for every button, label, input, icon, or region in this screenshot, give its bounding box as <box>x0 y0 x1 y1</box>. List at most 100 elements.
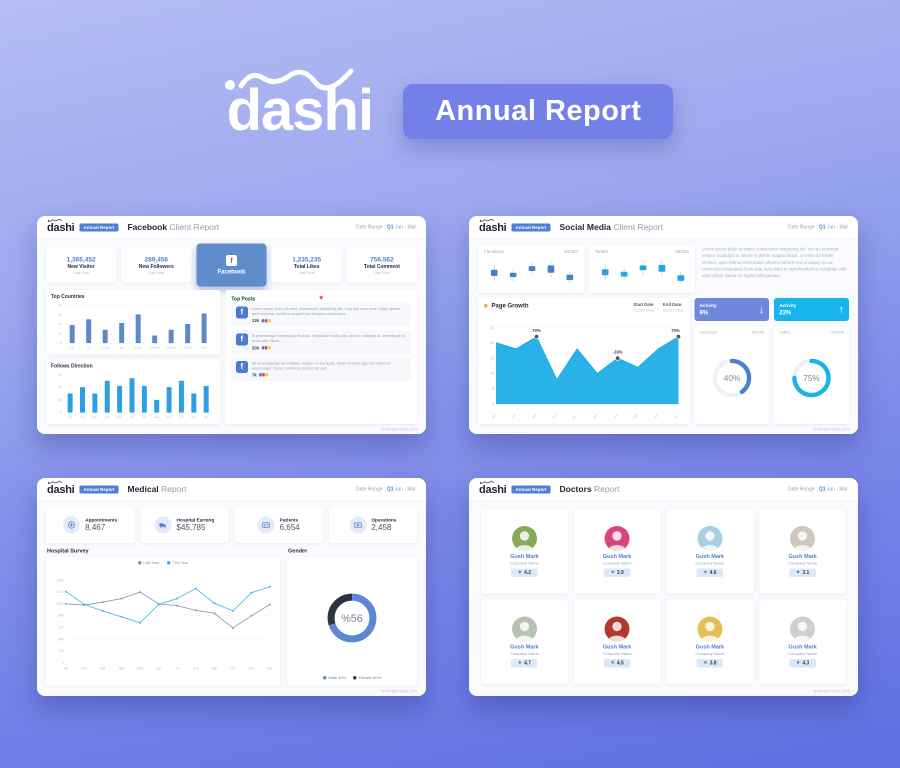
logo-squiggle-icon <box>479 480 494 484</box>
logo-text: dashi <box>226 78 374 143</box>
date-range-control[interactable]: Date Range : Q1 Jan - Mar <box>356 225 416 231</box>
stat-card: Appointments 8,467 <box>46 507 135 543</box>
svg-text:1400: 1400 <box>57 578 64 582</box>
date-range-quarter: Q1 <box>386 486 394 493</box>
date-range-control[interactable]: Date Range : Q1 Jan - Mar <box>356 487 416 493</box>
gauge-label: Facebook <box>699 330 718 335</box>
annual-report-badge: Annual Report <box>511 223 551 232</box>
chart-title: Top Countries <box>51 294 85 300</box>
stat-label: Total Comment <box>363 263 400 270</box>
facebook-icon: f <box>235 360 248 373</box>
person-silhouette-icon <box>515 530 534 551</box>
end-date-value: 65,297 View <box>662 308 684 313</box>
rating-badge: ★ 3.1 <box>789 568 816 577</box>
logo-squiggle-icon <box>47 480 62 484</box>
follows-direction-card: Follows Direction 0 10 20 30 Jan Feb Mar Apr May… <box>46 359 221 424</box>
svg-text:USA: USA <box>69 346 75 350</box>
doctor-card: Gush Mark Company Name ★ 3.1 <box>759 509 846 594</box>
gender-donut-svg: %56 <box>327 593 377 643</box>
person-silhouette-icon <box>608 530 626 551</box>
svg-text:Oct: Oct <box>230 667 235 671</box>
activity-chip[interactable]: Activity 23% ↑ <box>774 298 849 321</box>
dashboard-title: Social Media Client Report <box>559 222 662 232</box>
star-icon: ★ <box>610 660 615 666</box>
annual-report-badge: Annual Report <box>511 485 551 494</box>
post-reactions: 13k <box>252 318 407 323</box>
annual-report-badge: Annual Report <box>79 485 119 494</box>
svg-text:Jan: Jan <box>68 415 73 419</box>
appointments-icon <box>68 521 76 529</box>
date-range-period: Jan - Mar <box>394 486 416 493</box>
top-posts-header: Top Posts ♥ <box>231 294 411 303</box>
stat-label: Appointments <box>85 517 118 524</box>
svg-text:10: 10 <box>59 398 63 402</box>
date-range-label: Date Range : <box>787 486 818 493</box>
stat-card: 1,365,452 New Visitor Last Year <box>46 247 117 283</box>
svg-text:May: May <box>137 667 143 671</box>
title-light: Client Report <box>613 222 663 232</box>
svg-text:Mar: Mar <box>100 667 106 671</box>
rating-badge: ★ 4.6 <box>696 568 724 577</box>
svg-text:200: 200 <box>58 649 64 653</box>
hospital-survey-card: Last Year This Year 0 200 400 600 800 1000 1200… <box>46 556 280 686</box>
end-date-label: End Date <box>662 302 682 307</box>
dashboard-title: Facebook Client Report <box>127 222 219 232</box>
dashboard-title: Medical Report <box>127 484 186 494</box>
post-reactions: 20k <box>252 345 407 350</box>
stat-card: 289,456 New Followers Last Year <box>121 247 192 283</box>
svg-text:Jan: Jan <box>63 667 68 671</box>
svg-text:20: 20 <box>490 341 494 345</box>
svg-text:Jun: Jun <box>130 415 135 419</box>
haha-icon <box>266 345 272 350</box>
stat-label: New Visitor <box>67 263 95 270</box>
start-date-label: Start Date <box>633 302 654 307</box>
svg-text:Sep: Sep <box>652 413 659 420</box>
page-growth-chart: 0 5 10 15 20 25 Jan Feb Mar Apr May Jun Jul Aug Sep Oct… <box>484 314 683 420</box>
stat-value: 1,365,452 <box>66 255 96 263</box>
post-body: In pellentesque consequat rhoncus. Vesti… <box>252 334 407 351</box>
svg-text:Nov: Nov <box>191 415 196 419</box>
date-range-control[interactable]: Date Range : Q1 Jan - Mar <box>788 225 848 231</box>
svg-text:10: 10 <box>490 372 494 376</box>
svg-text:Oct: Oct <box>179 415 183 419</box>
svg-text:70%: 70% <box>671 328 680 333</box>
svg-text:Jul: Jul <box>143 415 147 419</box>
arrow-up-icon: ↑ <box>838 303 845 316</box>
gauge-score: 84/200 <box>752 330 765 335</box>
stat-card: 756,562 Total Comment Last Year <box>346 247 418 283</box>
logo-text: dashi <box>479 220 507 234</box>
candlestick-chart <box>484 256 578 290</box>
activity-text: Activity 23% <box>779 303 796 316</box>
avatar <box>511 616 537 642</box>
facebook-network-card[interactable]: f Facebook <box>196 243 267 287</box>
rating-value: 3.8 <box>709 660 717 666</box>
legend-dot-icon <box>322 676 327 680</box>
legend-dot-icon <box>137 561 142 565</box>
stat-value: 6,654 <box>279 523 300 533</box>
legend-label: Male 40% <box>328 675 347 681</box>
svg-text:Jul: Jul <box>175 667 179 671</box>
svg-text:Mar: Mar <box>531 413 537 420</box>
activity-chip[interactable]: Activity 9% ↓ <box>694 298 770 321</box>
stats-row: 1,365,452 New Visitor Last Year 289,456 New … <box>46 243 418 287</box>
stat-value: 1,235,235 <box>292 255 322 263</box>
title-bold: Doctors <box>559 484 592 494</box>
star-icon: ★ <box>610 569 615 575</box>
follows-direction-chart: 0 10 20 30 Jan Feb Mar Apr May Jun Jul Aug Sep Oct Nov… <box>51 369 215 422</box>
avatar <box>697 525 723 551</box>
person-silhouette-icon <box>608 621 626 642</box>
bottom-row: Page Growth Start Date 20,567 View End D… <box>478 298 849 424</box>
logo-squiggle-icon <box>224 68 354 91</box>
date-range-control[interactable]: Date Range : Q1 Jan - Mar <box>788 487 848 493</box>
stat-label: Operations <box>371 517 397 524</box>
svg-text:France: France <box>134 346 143 350</box>
dashi-logo: dashi <box>479 218 507 234</box>
rating-badge: ★ 4.7 <box>511 658 538 668</box>
svg-text:Apr: Apr <box>552 413 558 419</box>
stat-value: 8,467 <box>85 523 106 533</box>
chart-title: Follows Direction <box>51 363 93 370</box>
svg-text:15: 15 <box>490 356 494 360</box>
svg-text:800: 800 <box>58 614 64 618</box>
gauge-chart: 40% <box>699 336 764 421</box>
title-light: Report <box>593 484 620 494</box>
